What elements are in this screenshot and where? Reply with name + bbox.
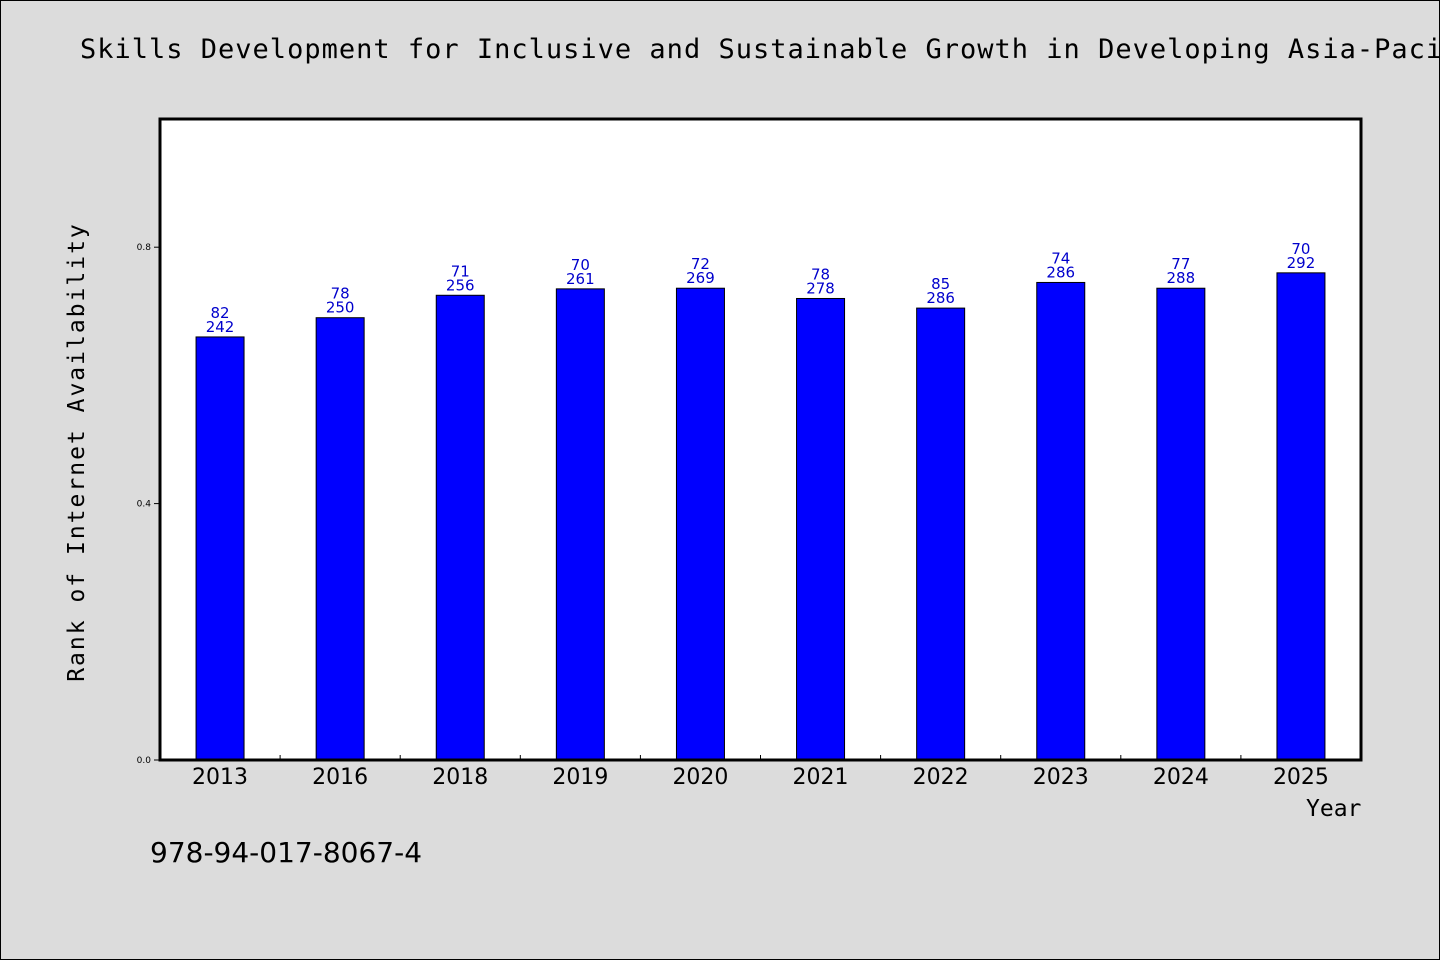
x-tick-label-2019: 2019 [552,765,608,790]
y-tick-label-1: 0.4 [137,500,152,510]
bar-label-bottom-2022: 286 [926,289,955,307]
x-tick-label-2025: 2025 [1273,765,1329,790]
bar-label-bottom-2016: 250 [326,299,355,317]
bar-label-top-2025: 70 [1291,240,1310,258]
plot-border [158,117,1363,762]
bar-label-bottom-2018: 256 [446,276,475,294]
bar-label-top-2018: 71 [451,262,470,280]
x-tick-label-2018: 2018 [432,765,488,790]
bar-label-bottom-2025: 292 [1287,254,1316,272]
y-tick-label-2: 0.8 [137,243,152,253]
bar-2022 [916,307,966,761]
bar-label-bottom-2013: 242 [206,318,235,336]
x-tick-label-2024: 2024 [1153,765,1209,790]
chart-title: Skills Development for Inclusive and Sus… [80,34,1440,65]
x-tick-label-2013: 2013 [192,765,248,790]
isbn-label: 978-94-017-8067-4 [150,836,423,869]
bar-2016 [315,317,365,761]
bar-2019 [555,288,605,761]
bar-label-bottom-2021: 278 [806,279,835,297]
bar-label-top-2020: 72 [691,255,710,273]
bar-label-bottom-2020: 269 [686,269,715,287]
bar-label-top-2016: 78 [331,285,350,303]
bar-label-bottom-2023: 286 [1046,263,1075,281]
bar-label-top-2024: 77 [1171,255,1190,273]
bar-2013 [195,336,245,761]
bar-label-top-2013: 82 [211,304,230,322]
bar-label-top-2019: 70 [571,256,590,274]
x-tick-label-2023: 2023 [1033,765,1089,790]
bar-2021 [796,297,846,761]
x-tick-label-2020: 2020 [672,765,728,790]
bar-label-bottom-2024: 288 [1167,269,1196,287]
bar-2023 [1036,281,1086,761]
x-tick-label-2022: 2022 [913,765,969,790]
x-tick-label-2021: 2021 [793,765,849,790]
bar-label-bottom-2019: 261 [566,270,595,288]
bar-2018 [435,294,485,761]
bar-label-top-2022: 85 [931,275,950,293]
y-tick-label-0: 0.0 [137,756,152,766]
bar-label-top-2021: 78 [811,265,830,283]
bar-2025 [1276,272,1326,761]
x-axis-label: Year [1306,796,1362,822]
bar-2020 [675,287,725,761]
bar-label-top-2023: 74 [1051,249,1070,267]
bar-2024 [1156,287,1206,761]
x-tick-label-2016: 2016 [312,765,368,790]
